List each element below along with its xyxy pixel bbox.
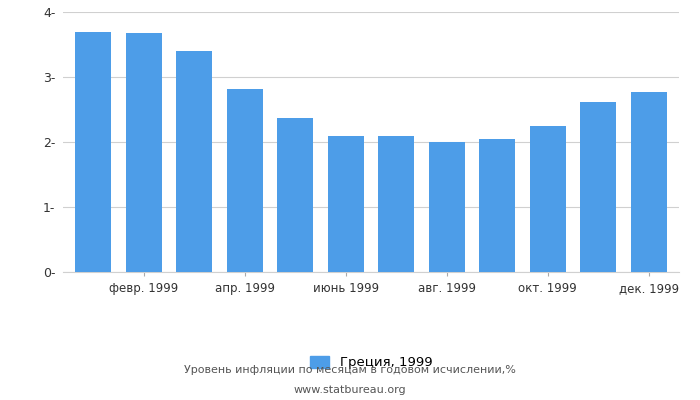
Bar: [277, 118, 314, 272]
Bar: [479, 139, 515, 272]
Bar: [75, 32, 111, 272]
Bar: [529, 126, 566, 272]
Bar: [580, 102, 617, 272]
Text: www.statbureau.org: www.statbureau.org: [294, 385, 406, 395]
Bar: [428, 142, 465, 272]
Text: Уровень инфляции по месяцам в годовом исчислении,%: Уровень инфляции по месяцам в годовом ис…: [184, 365, 516, 375]
Bar: [227, 89, 263, 272]
Legend: Греция, 1999: Греция, 1999: [304, 351, 438, 375]
Bar: [176, 51, 213, 272]
Bar: [125, 33, 162, 272]
Bar: [328, 136, 364, 272]
Bar: [378, 136, 414, 272]
Bar: [631, 92, 667, 272]
